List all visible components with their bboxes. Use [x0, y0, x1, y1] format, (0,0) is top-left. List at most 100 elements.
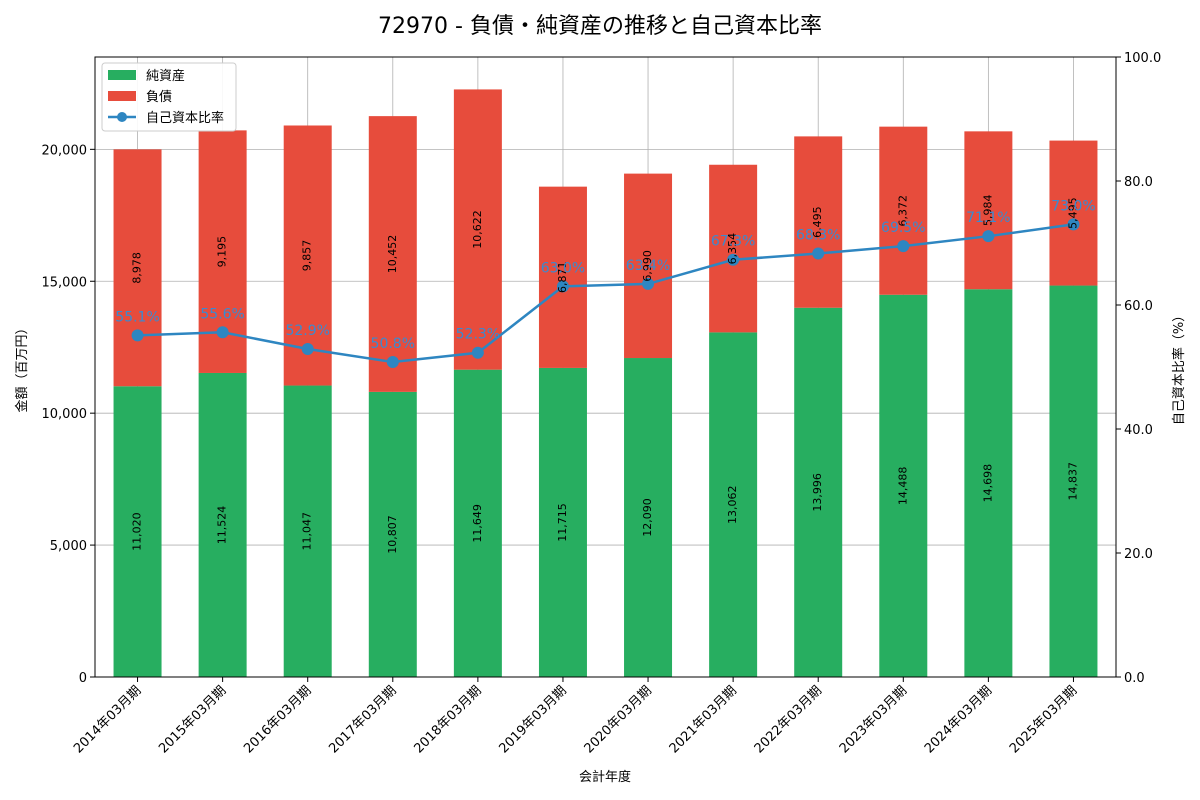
bar-label-liabilities: 5,495 — [1066, 197, 1079, 229]
y-right-tick-label: 0.0 — [1124, 671, 1145, 686]
ratio-label: 50.8% — [371, 336, 415, 352]
bar-liabilities — [538, 186, 587, 368]
ratio-point — [556, 280, 569, 293]
y-left-tick-label: 10,000 — [42, 407, 88, 422]
y-right-tick-label: 20.0 — [1124, 547, 1153, 562]
y-right-tick-label: 60.0 — [1124, 299, 1153, 314]
y-right-tick-label: 100.0 — [1124, 51, 1161, 66]
x-tick-label: 2019年03月期 — [497, 683, 570, 756]
bar-liabilities — [1049, 140, 1098, 286]
bar-label-liabilities: 6,354 — [726, 233, 739, 265]
bar-net-assets — [198, 372, 247, 677]
ratio-point — [727, 253, 740, 266]
legend-swatch-liabilities — [108, 91, 136, 101]
bar-label-net-assets: 14,488 — [896, 467, 909, 506]
ratio-point — [897, 240, 910, 253]
bar-label-net-assets: 12,090 — [641, 498, 654, 537]
ratio-point — [301, 343, 314, 356]
x-tick-label: 2017年03月期 — [326, 683, 399, 756]
bar-liabilities — [113, 149, 162, 387]
bar-net-assets — [453, 369, 502, 677]
y-right-tick-label: 40.0 — [1124, 423, 1153, 438]
x-tick-label: 2015年03月期 — [156, 683, 229, 756]
bar-label-net-assets: 14,698 — [981, 464, 994, 503]
legend-swatch-net-assets — [108, 70, 136, 80]
ratio-label: 73.0% — [1051, 198, 1095, 214]
bar-net-assets — [964, 289, 1013, 677]
bar-liabilities — [368, 116, 417, 392]
y-left-tick-label: 5,000 — [50, 539, 87, 554]
legend-label-liabilities: 負債 — [146, 90, 172, 105]
ratio-label: 52.3% — [456, 327, 500, 343]
ratio-line-series — [131, 218, 1080, 369]
x-tick-label: 2021年03月期 — [667, 683, 740, 756]
bar-net-assets — [368, 391, 417, 677]
y-axis-right-label: 自己資本比率（%） — [1171, 309, 1187, 425]
legend: 純資産 負債 自己資本比率 — [101, 62, 237, 132]
ratio-point — [471, 346, 484, 359]
grid-lines — [95, 57, 1116, 678]
x-axis-label: 会計年度 — [579, 769, 631, 785]
bar-label-net-assets: 11,649 — [471, 504, 484, 543]
bar-label-liabilities: 8,978 — [131, 252, 144, 284]
ratio-label: 55.6% — [200, 306, 244, 322]
bar-label-liabilities: 6,990 — [641, 250, 654, 282]
bar-label-liabilities: 10,622 — [471, 210, 484, 249]
y-axis-left-label: 金額（百万円） — [14, 321, 30, 412]
ratio-label: 52.9% — [285, 323, 329, 339]
y-right-tick-label: 80.0 — [1124, 175, 1153, 190]
y-left-tick-label: 15,000 — [42, 275, 88, 290]
x-tick-label: 2024年03月期 — [922, 683, 995, 756]
ratio-point — [982, 230, 995, 243]
ratio-label: 69.5% — [881, 220, 925, 236]
bar-label-liabilities: 9,195 — [216, 236, 229, 268]
bars — [113, 89, 1098, 677]
bar-liabilities — [709, 164, 758, 333]
ratio-point — [131, 329, 144, 342]
bar-label-net-assets: 14,837 — [1066, 462, 1079, 501]
bar-net-assets — [1049, 285, 1098, 677]
bar-label-net-assets: 11,524 — [216, 506, 229, 545]
data-labels: 11,020 8,978 11,524 9,195 11,047 9,857 10,807 1… — [115, 195, 1095, 554]
bar-label-net-assets: 11,047 — [301, 512, 314, 551]
y-left-tick-label: 0 — [79, 671, 87, 686]
bar-label-net-assets: 10,807 — [386, 515, 399, 554]
bar-net-assets — [624, 358, 673, 677]
bar-net-assets — [113, 386, 162, 677]
bar-label-liabilities: 6,372 — [896, 195, 909, 227]
legend-label-net-assets: 純資産 — [146, 68, 185, 84]
ratio-line — [137, 223, 1074, 364]
bar-label-net-assets: 13,062 — [726, 485, 739, 523]
bar-net-assets — [879, 294, 928, 677]
ratio-label: 67.3% — [711, 234, 755, 250]
bar-label-liabilities: 6,871 — [556, 262, 569, 294]
ratio-point — [1067, 218, 1080, 231]
bar-liabilities — [283, 125, 332, 386]
chart-title: 72970 - 負債・純資産の推移と自己資本比率 — [378, 14, 822, 39]
bar-label-net-assets: 13,996 — [811, 473, 824, 512]
bar-liabilities — [964, 131, 1013, 290]
bar-liabilities — [624, 173, 673, 359]
bar-label-net-assets: 11,020 — [131, 512, 144, 551]
bar-label-net-assets: 11,715 — [556, 503, 569, 542]
x-tick-label: 2020年03月期 — [582, 683, 655, 756]
ratio-point — [812, 247, 825, 260]
bar-net-assets — [709, 332, 758, 677]
bar-liabilities — [794, 136, 843, 308]
ratio-label: 63.0% — [541, 260, 585, 276]
x-tick-label: 2025年03月期 — [1007, 683, 1080, 756]
legend-swatch-ratio-marker — [117, 112, 127, 122]
ratio-point — [216, 326, 229, 339]
ratio-label: 63.4% — [626, 258, 670, 274]
plot-frame — [94, 56, 1117, 678]
x-tick-label: 2023年03月期 — [837, 683, 910, 756]
bar-net-assets — [794, 307, 843, 677]
ratio-label: 71.1% — [966, 210, 1010, 226]
bar-net-assets — [283, 385, 332, 677]
bar-liabilities — [879, 126, 928, 295]
ratio-label: 68.3% — [796, 228, 840, 244]
bar-label-liabilities: 9,857 — [301, 240, 314, 272]
x-tick-label: 2018年03月期 — [411, 683, 484, 756]
ratio-point — [386, 356, 399, 369]
